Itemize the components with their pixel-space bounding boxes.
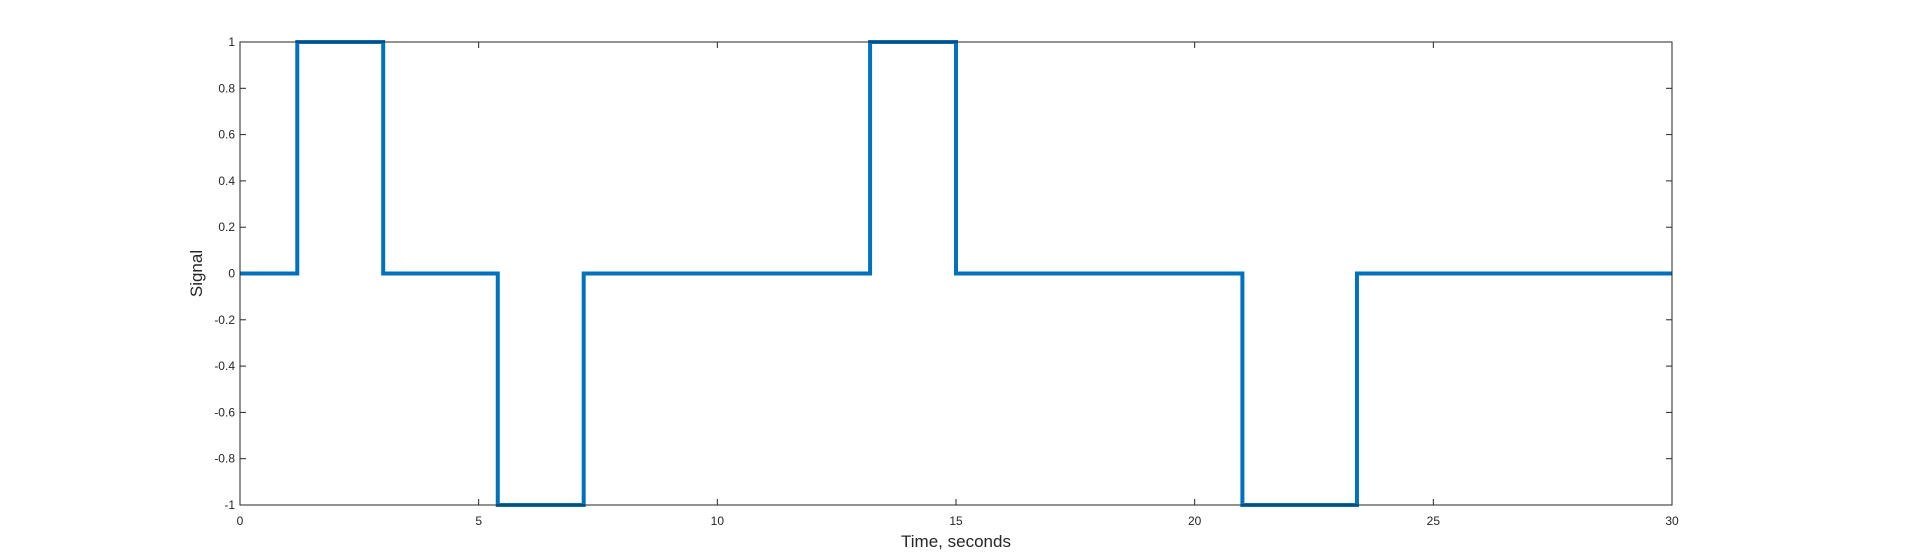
x-tick-label: 25 [1427,514,1441,528]
y-axis-title: Signal [187,250,206,297]
x-axis-title: Time, seconds [901,532,1011,551]
x-tick-label: 30 [1665,514,1679,528]
x-tick-label: 0 [237,514,244,528]
y-tick-label: 0.6 [218,128,235,142]
y-tick-label: 0.2 [218,220,235,234]
x-tick-label: 20 [1188,514,1202,528]
y-tick-label: -0.2 [214,313,235,327]
y-tick-label: 0.4 [218,174,235,188]
y-tick-label: -0.8 [214,452,235,466]
plot-box [239,41,1673,506]
y-tick-label: -1 [224,498,235,512]
y-tick-label: 0 [228,267,235,281]
x-tick-label: 10 [711,514,725,528]
x-tick-label: 5 [475,514,482,528]
y-tick-label: 0.8 [218,81,235,95]
y-tick-label: -0.4 [214,359,235,373]
y-axis-ticks: -1 -0.8 -0.6 -0.4 -0.2 0 0.2 0.4 0.6 0.8 1 [214,35,1672,512]
x-tick-label: 15 [949,514,963,528]
y-tick-label: -0.6 [214,405,235,419]
y-tick-label: 1 [228,35,235,49]
